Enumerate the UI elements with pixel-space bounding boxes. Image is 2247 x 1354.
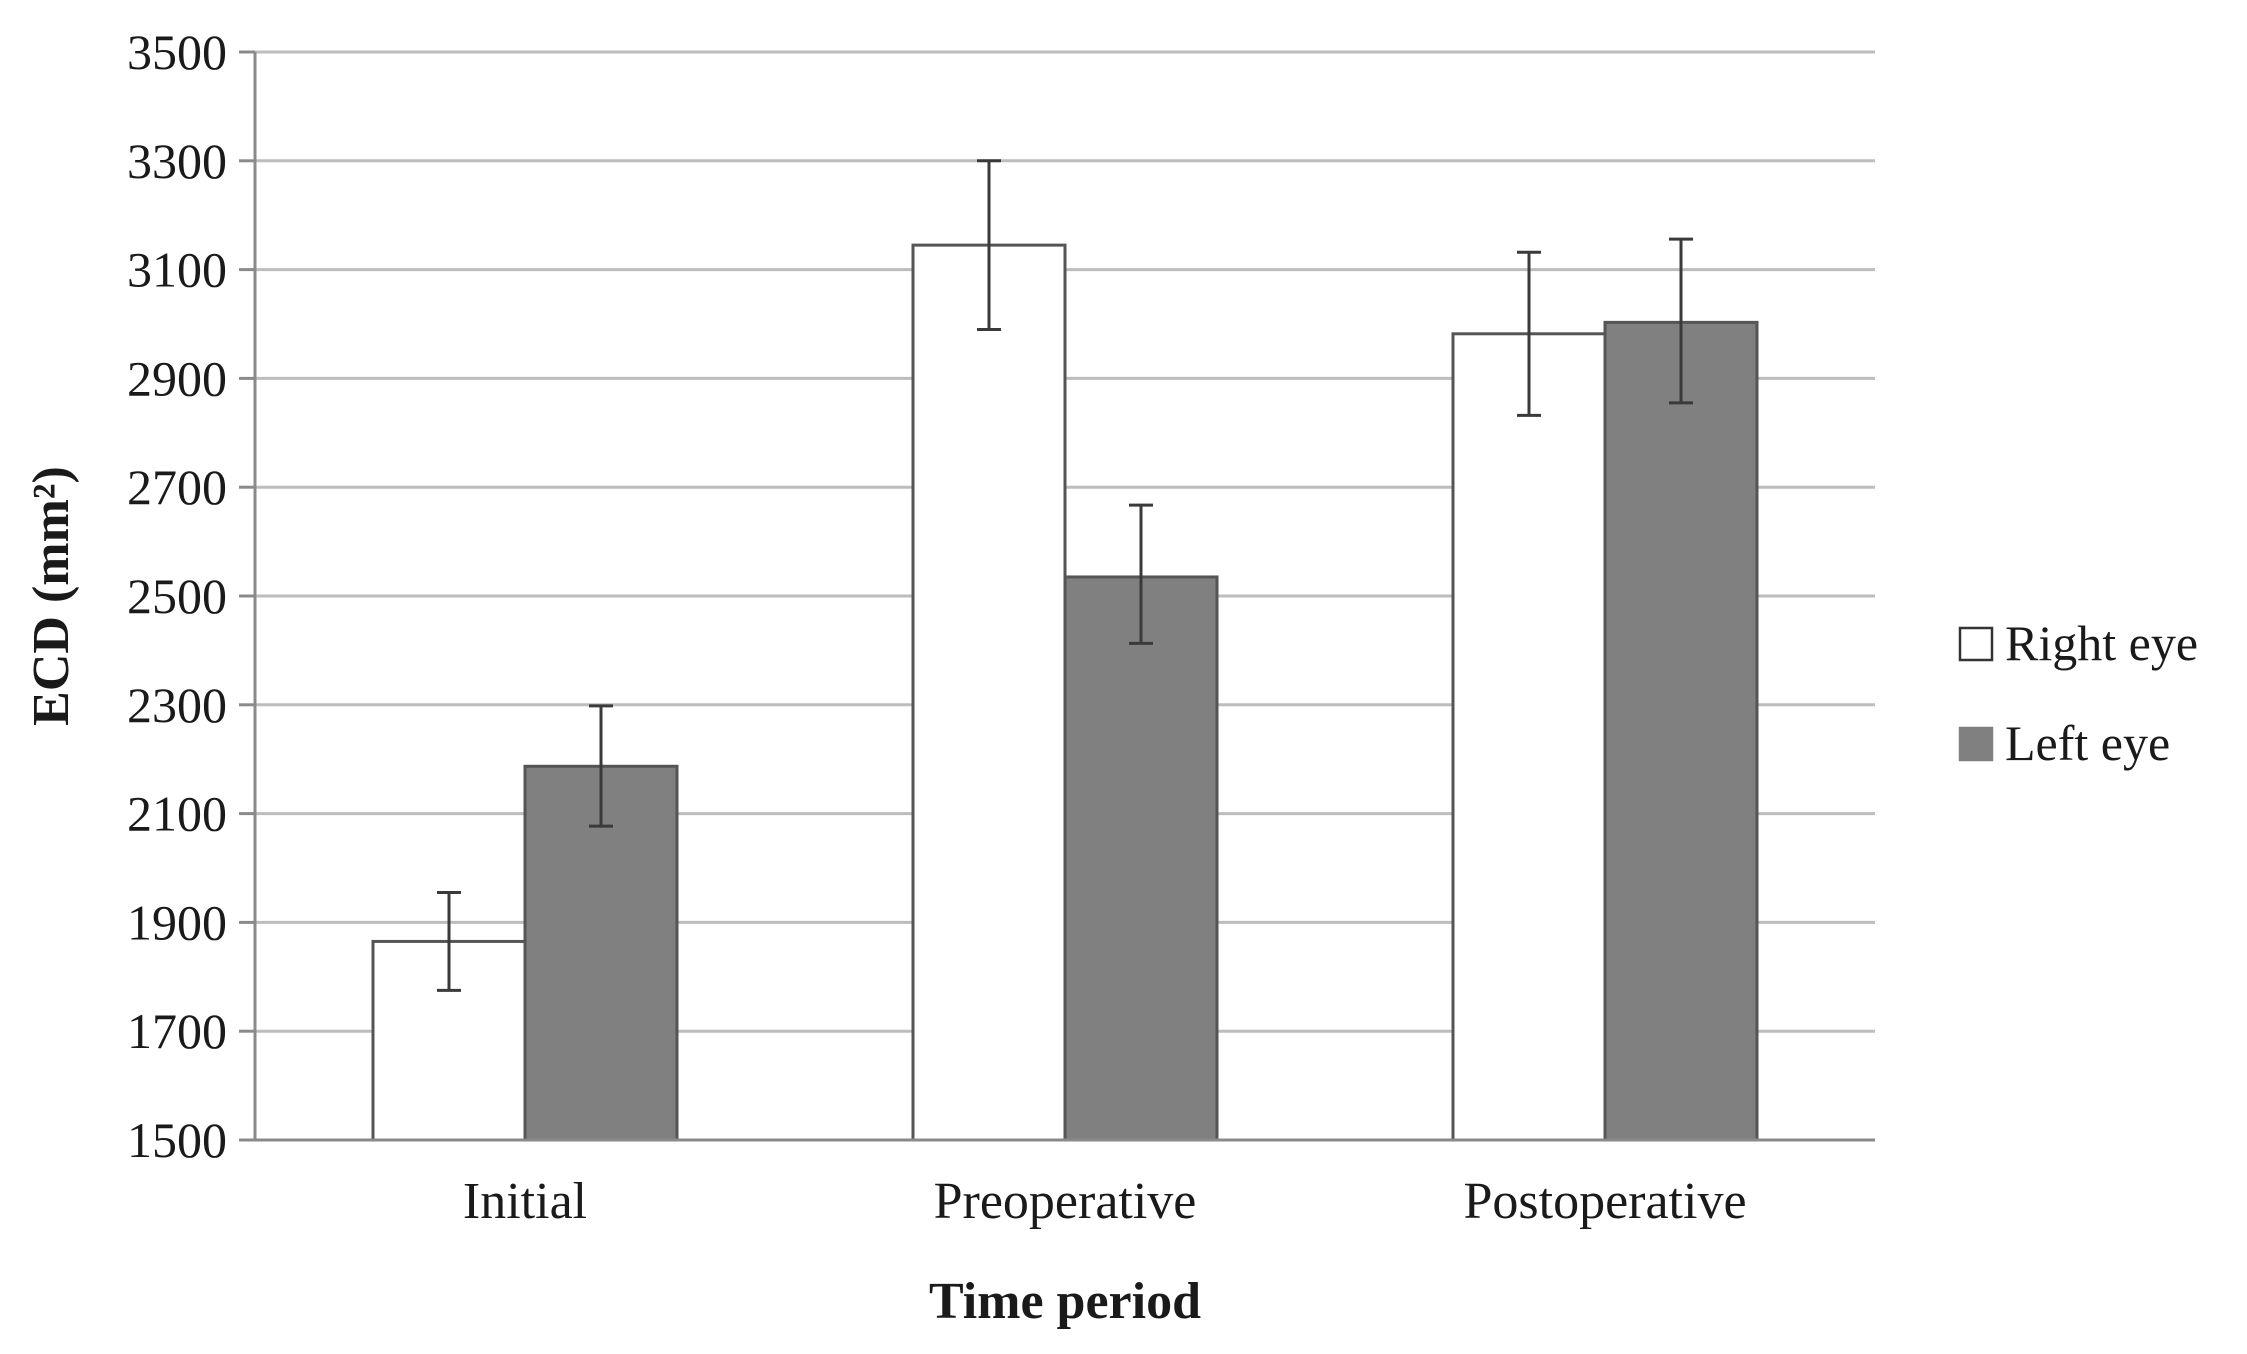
- legend-label-right-eye: Right eye: [2005, 615, 2198, 671]
- bar-left-eye-postoperative: [1603, 320, 1759, 1142]
- y-tick-label: 1900: [127, 894, 227, 950]
- error-bars: [437, 159, 1693, 992]
- y-tick-label: 2500: [127, 568, 227, 624]
- y-tick-label: 1500: [127, 1112, 227, 1168]
- x-tick-label: Postoperative: [1463, 1173, 1746, 1230]
- y-tick-label: 2300: [127, 677, 227, 733]
- y-tick-label: 2100: [127, 786, 227, 842]
- legend-swatch-right-eye: [1958, 626, 1994, 662]
- y-tick-label: 3100: [127, 242, 227, 298]
- y-axis-title: ECD (mm²): [23, 466, 80, 726]
- y-tick-label: 3500: [127, 24, 227, 80]
- bar-left-eye-initial: [523, 764, 679, 1142]
- legend-label-left-eye: Left eye: [2005, 715, 2170, 771]
- x-axis-title: Time period: [929, 1273, 1201, 1330]
- bar-right-eye-preoperative: [911, 243, 1067, 1142]
- y-tick-label: 1700: [127, 1003, 227, 1059]
- bars: [371, 243, 1759, 1142]
- axes: [239, 50, 1875, 1142]
- x-tick-label: Preoperative: [934, 1173, 1197, 1230]
- x-tick-label: Initial: [463, 1173, 587, 1230]
- bar-right-eye-postoperative: [1451, 332, 1607, 1142]
- legend-swatch-left-eye: [1958, 726, 1994, 762]
- y-tick-label: 2900: [127, 350, 227, 406]
- y-tick-label: 2700: [127, 459, 227, 515]
- legend: Right eye Left eye: [1958, 615, 2198, 771]
- tick-labels: 1500 1700 1900 2100 2300 2500 2700 2900 3100 3300…: [127, 24, 1747, 1230]
- bar-left-eye-preoperative: [1063, 575, 1219, 1142]
- y-tick-label: 3300: [127, 133, 227, 189]
